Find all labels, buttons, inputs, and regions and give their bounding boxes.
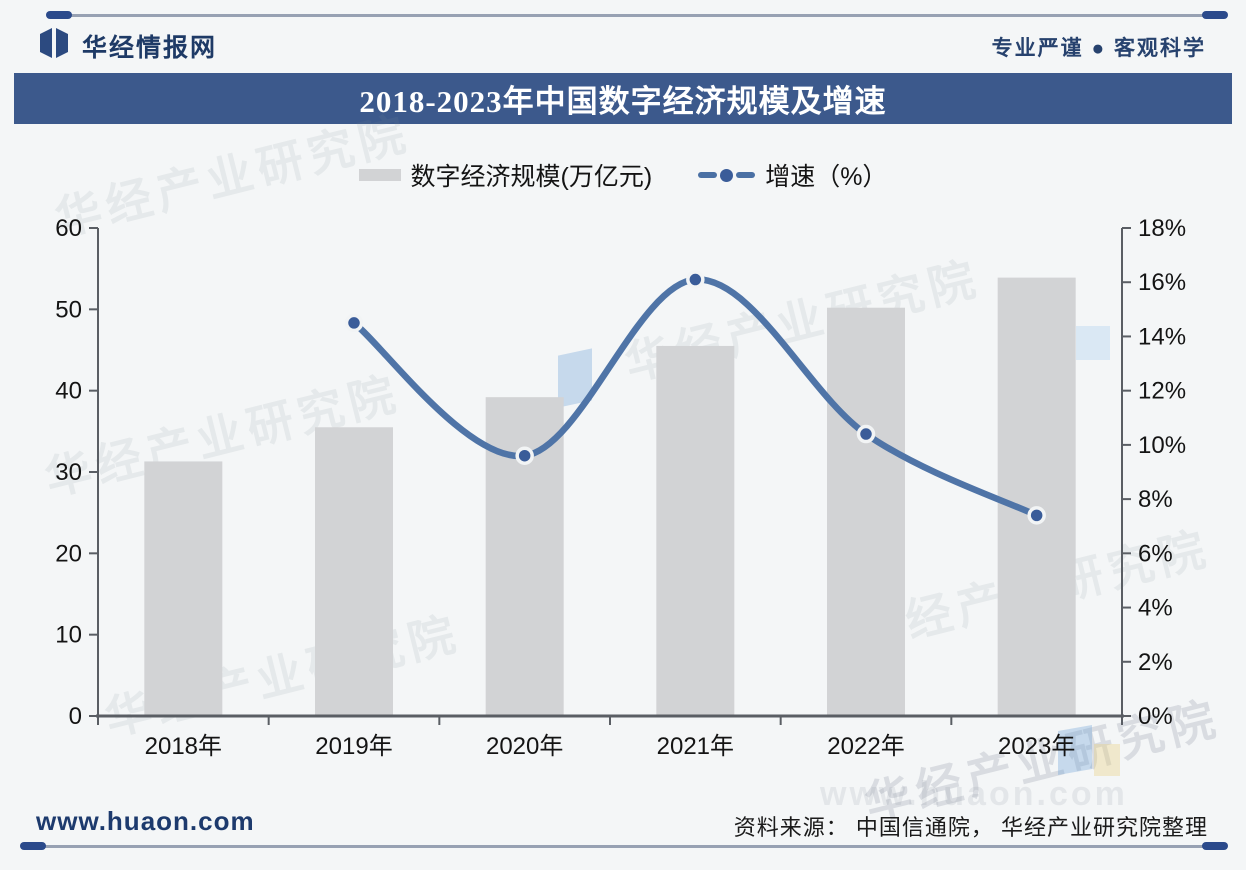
bar-swatch-icon — [358, 169, 401, 181]
right-axis-label: 12% — [1138, 378, 1186, 405]
line-point-2021年 — [686, 270, 705, 289]
x-axis-label: 2023年 — [998, 733, 1075, 760]
header-tagline: 专业严谨 ● 客观科学 — [991, 37, 1206, 60]
bar-2019年 — [315, 427, 393, 716]
left-axis-label: 30 — [55, 459, 82, 486]
brand-name: 华经情报网 — [82, 33, 218, 62]
top-divider — [46, 11, 1228, 19]
website-url: www.huaon.com — [36, 806, 255, 836]
brand-logo-icon — [36, 24, 72, 67]
right-axis-label: 8% — [1138, 486, 1173, 513]
left-axis-label: 60 — [55, 215, 82, 242]
x-axis-label: 2022年 — [827, 733, 904, 760]
left-axis-label: 40 — [55, 378, 82, 405]
line-swatch-icon — [698, 168, 756, 182]
bottom-divider — [20, 842, 1228, 850]
top-divider-right-cap — [1202, 11, 1228, 19]
right-axis-label: 10% — [1138, 432, 1186, 459]
right-axis-label: 14% — [1138, 323, 1186, 350]
chart-legend: 数字经济规模(万亿元) 增速（%） — [0, 155, 1246, 195]
bottom-divider-left-cap — [20, 842, 46, 850]
bar-2022年 — [827, 307, 905, 716]
x-axis-label: 2019年 — [315, 733, 392, 760]
left-axis-label: 20 — [55, 540, 82, 567]
x-axis-label: 2021年 — [657, 733, 734, 760]
right-axis-label: 0% — [1138, 703, 1173, 730]
right-axis-label: 4% — [1138, 595, 1173, 622]
legend-item-bar: 数字经济规模(万亿元) — [358, 157, 653, 193]
legend-line-label: 增速（%） — [765, 163, 888, 191]
header: 华经情报网 专业严谨 ● 客观科学 — [0, 24, 1246, 70]
data-source: 资料来源： 中国信通院， 华经产业研究院整理 — [733, 815, 1208, 840]
line-point-2022年 — [856, 424, 876, 444]
line-point-2020年 — [515, 446, 534, 465]
right-axis-label: 6% — [1138, 540, 1173, 567]
left-axis-label: 10 — [55, 622, 82, 649]
brand: 华经情报网 — [36, 24, 217, 67]
right-axis-label: 16% — [1138, 269, 1186, 296]
right-axis-label: 2% — [1138, 649, 1173, 676]
left-axis-label: 0 — [69, 703, 82, 730]
right-axis-label: 18% — [1138, 215, 1186, 242]
legend-item-line: 增速（%） — [698, 157, 887, 193]
left-axis-label: 50 — [55, 296, 82, 323]
line-point-2019年 — [344, 313, 364, 333]
x-axis-label: 2020年 — [486, 733, 563, 760]
line-point-2023年 — [1027, 506, 1046, 525]
bar-2023年 — [997, 277, 1076, 716]
bottom-divider-right-cap — [1202, 842, 1228, 850]
bar-2021年 — [656, 345, 735, 716]
chart-title: 2018-2023年中国数字经济规模及增速 — [359, 84, 887, 119]
top-divider-left-cap — [46, 11, 72, 19]
bar-2018年 — [144, 461, 223, 716]
title-bar: 2018-2023年中国数字经济规模及增速 — [14, 73, 1232, 124]
x-axis-label: 2018年 — [145, 733, 222, 760]
legend-bar-label: 数字经济规模(万亿元) — [410, 163, 653, 191]
